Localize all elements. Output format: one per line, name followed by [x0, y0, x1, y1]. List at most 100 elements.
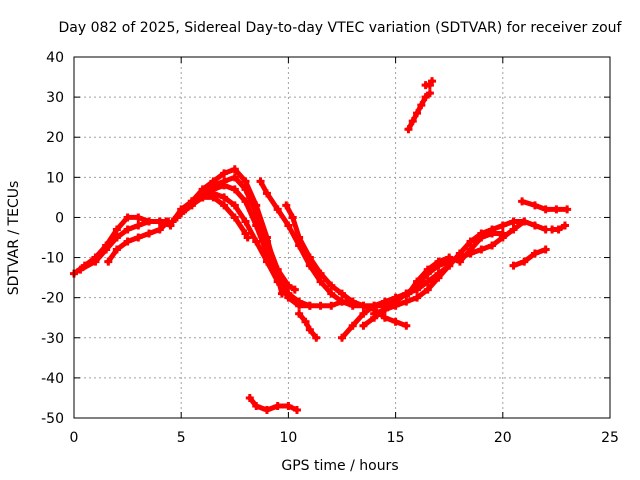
- data-series-arc-14: [371, 219, 549, 317]
- data-point: [262, 189, 271, 198]
- data-point: [76, 265, 85, 274]
- series-layer: [70, 77, 572, 414]
- data-point: [370, 301, 379, 310]
- data-point: [425, 89, 434, 98]
- y-tick-label: 10: [46, 170, 64, 186]
- data-point: [391, 317, 400, 326]
- data-point: [541, 245, 550, 254]
- data-point: [428, 77, 437, 86]
- data-point: [220, 201, 229, 210]
- chart-title: Day 082 of 2025, Sidereal Day-to-day VTE…: [59, 20, 623, 36]
- data-point: [423, 277, 432, 286]
- data-point: [316, 269, 325, 278]
- data-point: [434, 257, 443, 266]
- data-point: [327, 281, 336, 290]
- y-tick-label: -40: [41, 371, 64, 387]
- data-point: [145, 217, 154, 226]
- data-point: [518, 197, 527, 206]
- x-tick-label: 20: [494, 430, 512, 446]
- data-point: [155, 217, 164, 226]
- data-point: [112, 245, 121, 254]
- data-point: [241, 185, 250, 194]
- data-point: [359, 309, 368, 318]
- data-series-arc-11: [296, 311, 319, 341]
- data-point: [145, 229, 154, 238]
- data-point: [413, 109, 422, 118]
- y-axis-label: SDTVAR / TECUs: [6, 181, 22, 296]
- data-point: [273, 401, 282, 410]
- data-point: [292, 405, 301, 414]
- data-point: [295, 301, 304, 310]
- data-point: [241, 197, 250, 206]
- data-series-arc-7: [183, 190, 356, 309]
- data-point: [288, 213, 297, 222]
- data-point: [466, 237, 475, 246]
- data-point: [295, 309, 304, 318]
- data-point: [243, 233, 252, 242]
- y-tick-label: -30: [41, 331, 64, 347]
- data-point: [295, 233, 304, 242]
- data-series-arc-18: [511, 247, 549, 269]
- data-point: [198, 193, 207, 202]
- data-point: [262, 405, 271, 414]
- data-point: [509, 217, 518, 226]
- data-point: [455, 257, 464, 266]
- data-point: [312, 333, 321, 342]
- data-point: [552, 205, 561, 214]
- data-point: [338, 297, 346, 306]
- data-point: [301, 317, 310, 326]
- data-point: [172, 213, 181, 222]
- data-point: [230, 185, 239, 194]
- data-point: [404, 289, 413, 298]
- data-point: [245, 393, 254, 402]
- data-point: [284, 401, 293, 410]
- data-point: [305, 301, 314, 310]
- data-point: [256, 177, 265, 186]
- axis-ticks: 0 5 10 15 20 25 -50 -40 -30 -20 -10 0 10 20 30 40: [41, 50, 619, 446]
- data-point: [477, 245, 486, 254]
- data-point: [252, 237, 261, 246]
- data-point: [423, 265, 432, 274]
- data-point: [488, 241, 497, 250]
- data-point: [187, 197, 196, 206]
- data-series-arc-15: [406, 231, 506, 297]
- plot-frame: [73, 56, 611, 419]
- data-point: [181, 205, 190, 214]
- data-point: [284, 221, 293, 230]
- data-point: [177, 209, 186, 218]
- data-point: [554, 225, 563, 234]
- data-point: [402, 297, 411, 306]
- data-point: [112, 225, 121, 234]
- data-point: [252, 221, 261, 230]
- data-point: [423, 285, 432, 294]
- y-tick-label: -10: [41, 251, 64, 267]
- data-point: [284, 293, 293, 302]
- x-tick-label: 0: [70, 430, 79, 446]
- data-point: [273, 277, 282, 286]
- data-point: [530, 201, 539, 210]
- data-point: [327, 301, 336, 310]
- data-point: [123, 213, 132, 222]
- data-point: [402, 321, 411, 330]
- data-point: [434, 273, 443, 282]
- data-point: [305, 253, 314, 262]
- data-point: [102, 245, 111, 254]
- data-point: [241, 177, 250, 186]
- data-point: [563, 205, 572, 214]
- data-point: [348, 297, 357, 306]
- y-tick-label: 0: [55, 210, 64, 226]
- data-point: [530, 221, 539, 230]
- grid-lines: [74, 57, 610, 418]
- data-point: [230, 213, 239, 222]
- y-tick-label: 30: [46, 90, 64, 106]
- data-point: [498, 229, 507, 238]
- data-point: [91, 257, 100, 266]
- data-point: [380, 297, 389, 306]
- data-point: [391, 297, 400, 306]
- data-point: [560, 221, 569, 230]
- x-tick-label: 25: [601, 430, 619, 446]
- data-point: [421, 93, 430, 102]
- data-point: [509, 225, 518, 234]
- data-point: [338, 333, 346, 342]
